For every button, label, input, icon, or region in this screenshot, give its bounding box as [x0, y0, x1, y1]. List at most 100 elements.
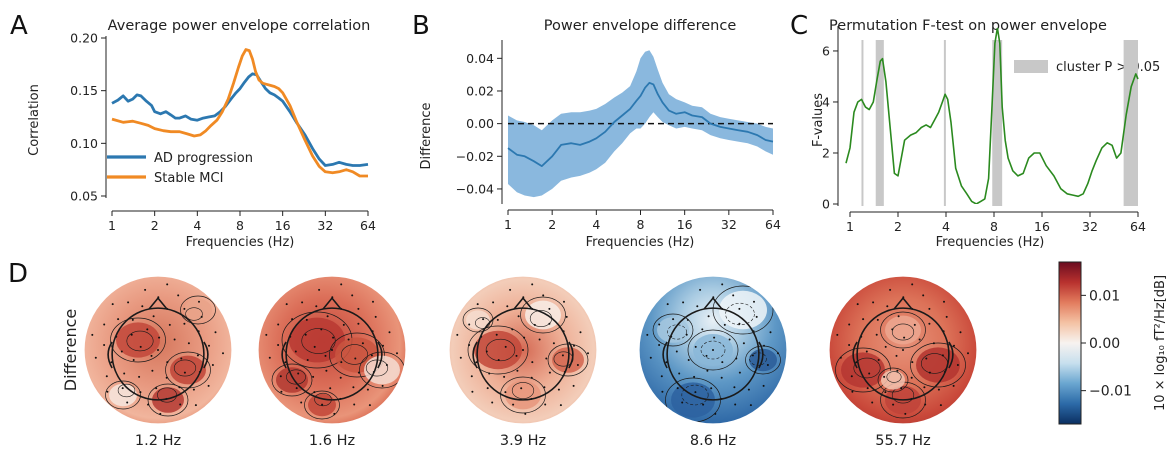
topomap-5-sensor-11	[913, 323, 916, 326]
topomap-3-rim	[448, 275, 598, 425]
topomap-5-sensor-47	[848, 323, 851, 326]
topomap-4-sensor-45	[732, 294, 735, 297]
topomap-4-sensor-38	[747, 388, 750, 391]
topomap-2-sensor-53	[372, 300, 374, 303]
colorbar-tick-label-2: 0.01	[1089, 288, 1120, 304]
topomap-1-sensor-35	[208, 344, 210, 347]
topomap-1-sensor-1	[157, 349, 159, 351]
topomap-2-sensor-50	[318, 288, 321, 291]
chart-c-cluster-5	[1123, 40, 1138, 206]
topomap-5-sensor-54	[904, 412, 907, 415]
topomap-1-patch-3	[152, 387, 184, 413]
topomap-4-right-ear	[758, 341, 764, 369]
topomap-4-sensor-9	[735, 357, 738, 360]
topomap-1-sensor-25	[178, 386, 181, 389]
topomap-1-sensor-7	[151, 369, 154, 372]
topomap-5-sensor-55	[856, 303, 859, 306]
topomap-4-sensor-14	[742, 342, 745, 345]
topomap-1-sensor-60	[91, 333, 94, 336]
topomap-2-sensor-1	[331, 349, 333, 351]
topomap-5-sensor-5	[884, 345, 887, 348]
topomap-1-nose	[148, 296, 168, 310]
topomap-5-sensor-46	[924, 403, 927, 406]
topomap-2-sensor-59	[368, 404, 371, 407]
topomap-2-sensor-49	[300, 401, 303, 404]
colorbar-tick-label-0: −0.01	[1089, 384, 1132, 400]
topomap-1-sensor-2	[150, 354, 153, 357]
topomap-1-sensor-39	[103, 344, 106, 346]
topomap-5-rim	[828, 275, 978, 425]
topomap-1-sensor-52	[94, 356, 97, 359]
topomap-2-sensor-11	[342, 323, 345, 326]
topomap-3-sensor-45	[542, 294, 545, 297]
topomap-5-sensor-32	[928, 307, 931, 310]
topomap-2-sensor-57	[280, 390, 283, 393]
topomap-4-sensor-39	[658, 344, 661, 346]
topomap-1-sensor-22	[196, 354, 199, 357]
topomap-4-rim	[638, 275, 788, 425]
topomap-2-sensor-25	[352, 386, 355, 389]
chart-c-series-1-line	[845, 28, 1139, 204]
topomap-3-patch-4	[505, 380, 541, 410]
chart-a-series-1-line	[111, 72, 369, 167]
topomap-5-sensor-20	[900, 387, 903, 390]
topomap-3-sensor-49	[491, 401, 494, 404]
topomap-5-sensor-4	[911, 361, 914, 364]
topomap-1-contour-inner-3	[157, 387, 177, 403]
topomap-2-sensor-2	[324, 354, 327, 357]
topomap-1-sensor-41	[147, 403, 150, 406]
topomap-4-sensor-52	[649, 356, 652, 359]
topomap-5-sensor-44	[850, 375, 853, 378]
topomap-1-sensor-11	[168, 323, 171, 326]
chart-c-cluster-1	[861, 40, 864, 206]
topomap-5-patch-4	[885, 315, 921, 345]
topomap-5-sensor-39	[848, 344, 851, 346]
legend-label-ad-progression: AD progression	[154, 151, 253, 166]
topomap-4-sensor-25	[733, 386, 736, 389]
topomap-1-sensor-29	[141, 305, 144, 308]
chart-c-xtick-label-2: 2	[894, 219, 902, 234]
topomap-4-patch-2	[719, 290, 767, 330]
topomap-2-sensor-6	[347, 338, 350, 341]
chart-c-xtick-label-1: 1	[846, 219, 854, 234]
topomap-1-contour-inner-4	[117, 383, 136, 398]
topomap-2-sensor-47	[277, 323, 280, 326]
topomap-3-sensor-36	[486, 387, 489, 390]
topomap-5-sensor-16	[897, 315, 900, 318]
topomap-1-patch-5	[184, 298, 212, 322]
chart-b-xtick-label-2: 2	[548, 217, 556, 232]
topomap-2-sensor-51	[381, 384, 384, 387]
topomap-1-sensor-58	[166, 283, 169, 286]
chart-a: Average power envelope correlation AD pr…	[27, 18, 376, 250]
topomap-1-contour-inner-2	[173, 359, 197, 377]
topomap-1-sensor-32	[183, 307, 186, 310]
topomap-3-sensor-29	[506, 305, 509, 308]
chart-a-ytick-label-2: 0.15	[70, 83, 98, 98]
chart-c-legend: cluster P > 0.05	[1014, 60, 1160, 75]
topomap-2-contour-3	[271, 363, 313, 397]
topomap-3-contour-1	[467, 325, 529, 375]
topomap-1-sensor-3	[158, 336, 161, 339]
topomap-2-sensor-35	[382, 344, 384, 347]
topomap-1-sensor-49	[126, 401, 129, 404]
topomap-5-sensor-28	[884, 391, 887, 394]
topomap-3-sensor-25	[543, 386, 546, 389]
topomap-4-sensor-40	[755, 315, 758, 318]
topomap-3-sensor-2	[515, 354, 518, 357]
topomap-3-sensor-38	[557, 388, 560, 391]
topomap-5-sensor-22	[941, 354, 944, 357]
chart-c-xtick-label-32: 32	[1082, 219, 1098, 234]
topomap-2-rim	[257, 275, 407, 425]
topomap-5-patch-1	[841, 352, 885, 388]
topomap-5-sensor-42	[872, 301, 875, 304]
topomap-5-sensor-12	[910, 376, 913, 379]
chart-a-xtick-label-4: 4	[193, 218, 201, 233]
topomap-4-sensor-51	[762, 384, 765, 387]
topomap-5-sensor-52	[839, 356, 842, 359]
topomap-5-sensor-59	[939, 404, 942, 407]
topomap-3-sensor-14	[552, 342, 555, 345]
topomap-2-sensor-21	[305, 318, 308, 321]
topomap-4-sensor-15	[693, 375, 696, 378]
topomap-3-sensor-5	[504, 345, 507, 348]
topomap-4-sensor-13	[685, 333, 688, 336]
